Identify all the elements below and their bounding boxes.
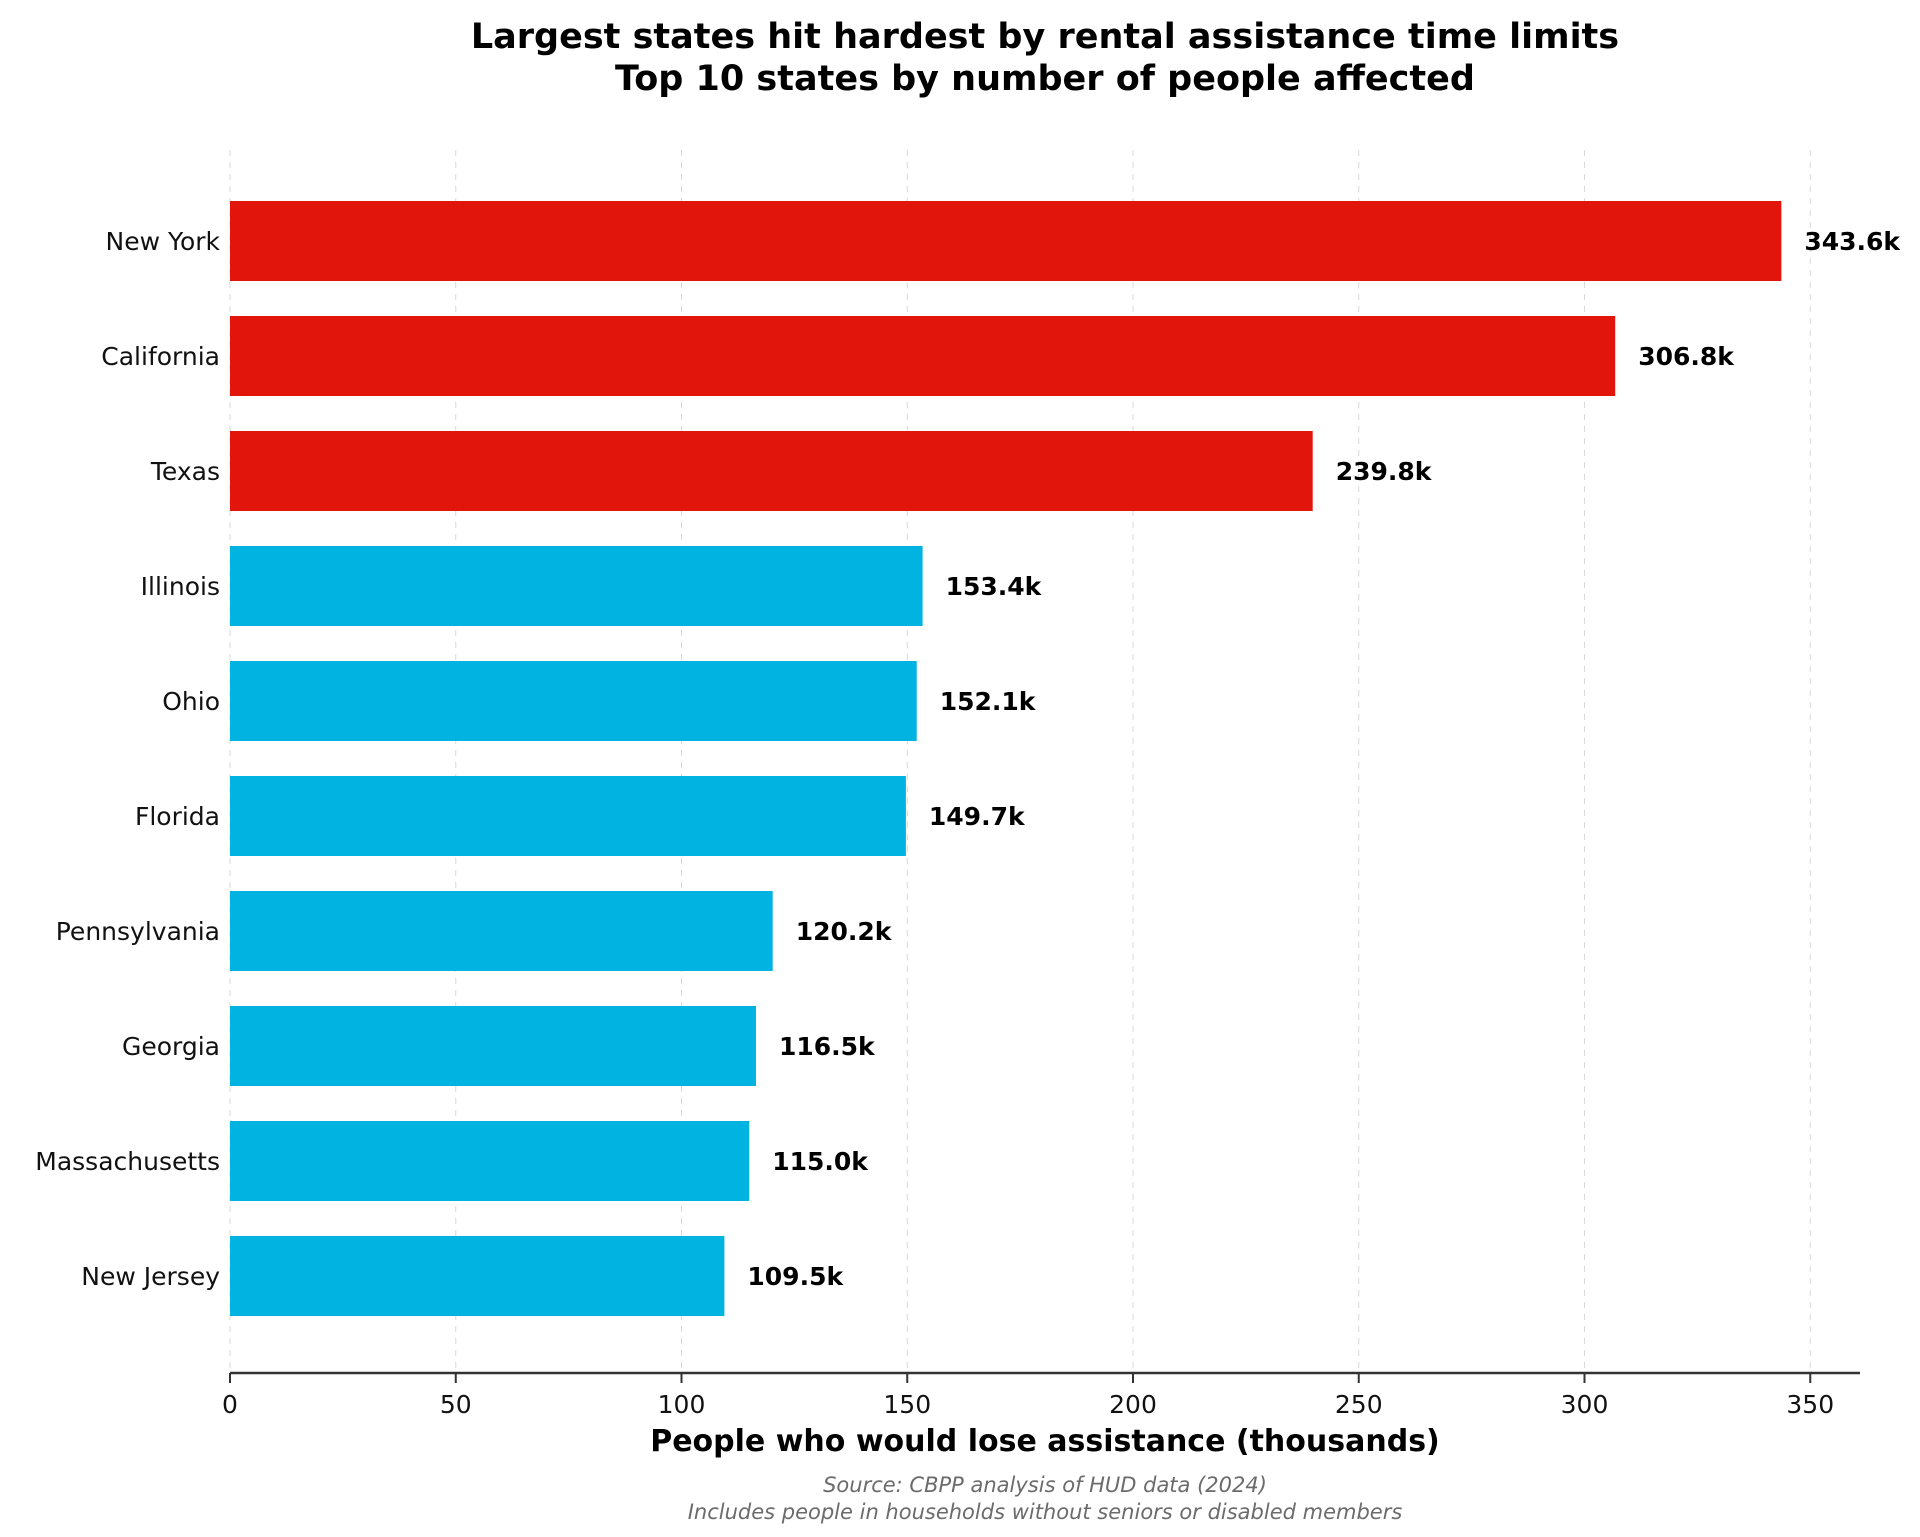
value-label: 120.2k bbox=[796, 917, 893, 946]
x-tick-label: 200 bbox=[1109, 1390, 1157, 1419]
category-label: Texas bbox=[150, 457, 220, 486]
value-label: 115.0k bbox=[772, 1147, 869, 1176]
value-label: 116.5k bbox=[779, 1032, 876, 1061]
bar bbox=[230, 1236, 725, 1316]
bar bbox=[230, 316, 1616, 396]
source-note: Source: CBPP analysis of HUD data (2024) bbox=[823, 1473, 1267, 1497]
value-label: 343.6k bbox=[1804, 227, 1901, 256]
value-label: 149.7k bbox=[929, 802, 1026, 831]
x-tick-label: 50 bbox=[440, 1390, 472, 1419]
bar bbox=[230, 1121, 750, 1201]
x-tick-label: 250 bbox=[1335, 1390, 1383, 1419]
category-label: Massachusetts bbox=[35, 1147, 220, 1176]
bar bbox=[230, 431, 1313, 511]
bars: New York 343.6k California 306.8k Texas 239.8… bbox=[35, 201, 1901, 1316]
x-axis-label: People who would lose assistance (thousa… bbox=[650, 1424, 1440, 1459]
x-tick-label: 0 bbox=[222, 1390, 238, 1419]
bar bbox=[230, 201, 1782, 281]
bar bbox=[230, 776, 906, 856]
value-label: 152.1k bbox=[940, 687, 1037, 716]
value-label: 109.5k bbox=[747, 1262, 844, 1291]
bar bbox=[230, 661, 917, 741]
x-axis: 0 50 100 150 200 250 300 350 bbox=[222, 1371, 1860, 1419]
category-label: Georgia bbox=[122, 1032, 220, 1061]
value-label: 153.4k bbox=[946, 572, 1043, 601]
chart-title: Largest states hit hardest by rental ass… bbox=[471, 17, 1619, 57]
category-label: New Jersey bbox=[81, 1262, 220, 1291]
category-label: Illinois bbox=[141, 572, 220, 601]
value-label: 306.8k bbox=[1638, 342, 1735, 371]
value-label: 239.8k bbox=[1336, 457, 1433, 486]
category-label: California bbox=[101, 342, 220, 371]
source-note-detail: Includes people in households without se… bbox=[688, 1500, 1403, 1524]
bar bbox=[230, 1006, 756, 1086]
x-tick-label: 150 bbox=[883, 1390, 931, 1419]
category-label: Pennsylvania bbox=[56, 917, 220, 946]
bar bbox=[230, 546, 923, 626]
category-label: Ohio bbox=[162, 687, 220, 716]
bar bbox=[230, 891, 773, 971]
x-tick-label: 350 bbox=[1786, 1390, 1834, 1419]
chart-subtitle: Top 10 states by number of people affect… bbox=[615, 59, 1475, 99]
x-tick-label: 300 bbox=[1561, 1390, 1609, 1419]
x-tick-label: 100 bbox=[658, 1390, 706, 1419]
category-label: New York bbox=[106, 227, 221, 256]
category-label: Florida bbox=[135, 802, 220, 831]
